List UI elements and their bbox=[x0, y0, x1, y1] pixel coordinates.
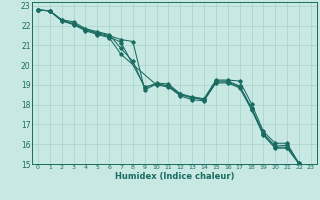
X-axis label: Humidex (Indice chaleur): Humidex (Indice chaleur) bbox=[115, 172, 234, 181]
